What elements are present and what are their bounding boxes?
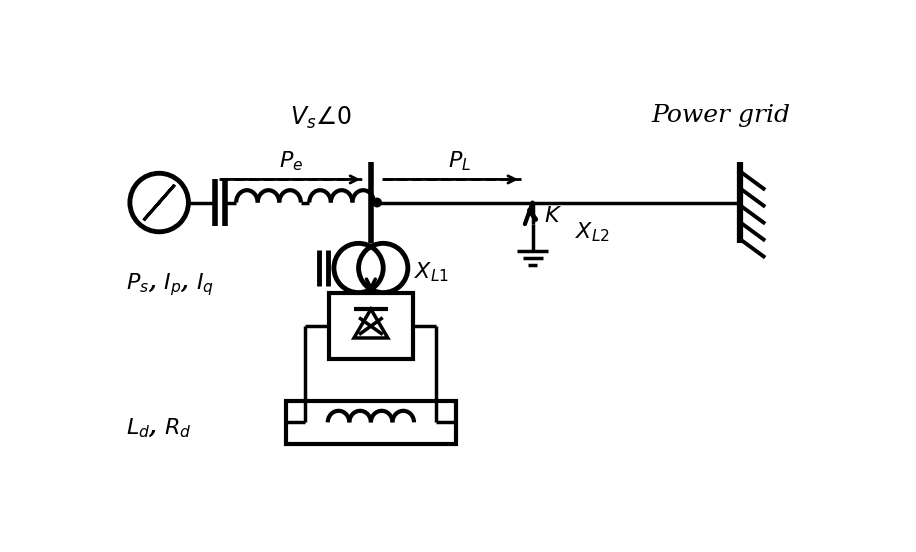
Text: $X_{L1}$: $X_{L1}$ xyxy=(414,260,449,284)
Text: $\mathit{K}$: $\mathit{K}$ xyxy=(544,205,562,227)
Text: $P_{s}$, $I_p$, $I_q$: $P_{s}$, $I_p$, $I_q$ xyxy=(126,272,214,298)
Text: $V_s\angle 0$: $V_s\angle 0$ xyxy=(289,105,352,131)
Circle shape xyxy=(373,198,381,207)
Text: $X_{L2}$: $X_{L2}$ xyxy=(575,220,610,243)
Text: $L_d$, $R_d$: $L_d$, $R_d$ xyxy=(126,417,191,440)
Text: Power grid: Power grid xyxy=(652,104,791,127)
Text: $P_L$: $P_L$ xyxy=(448,150,471,173)
Text: $P_e$: $P_e$ xyxy=(279,150,303,173)
